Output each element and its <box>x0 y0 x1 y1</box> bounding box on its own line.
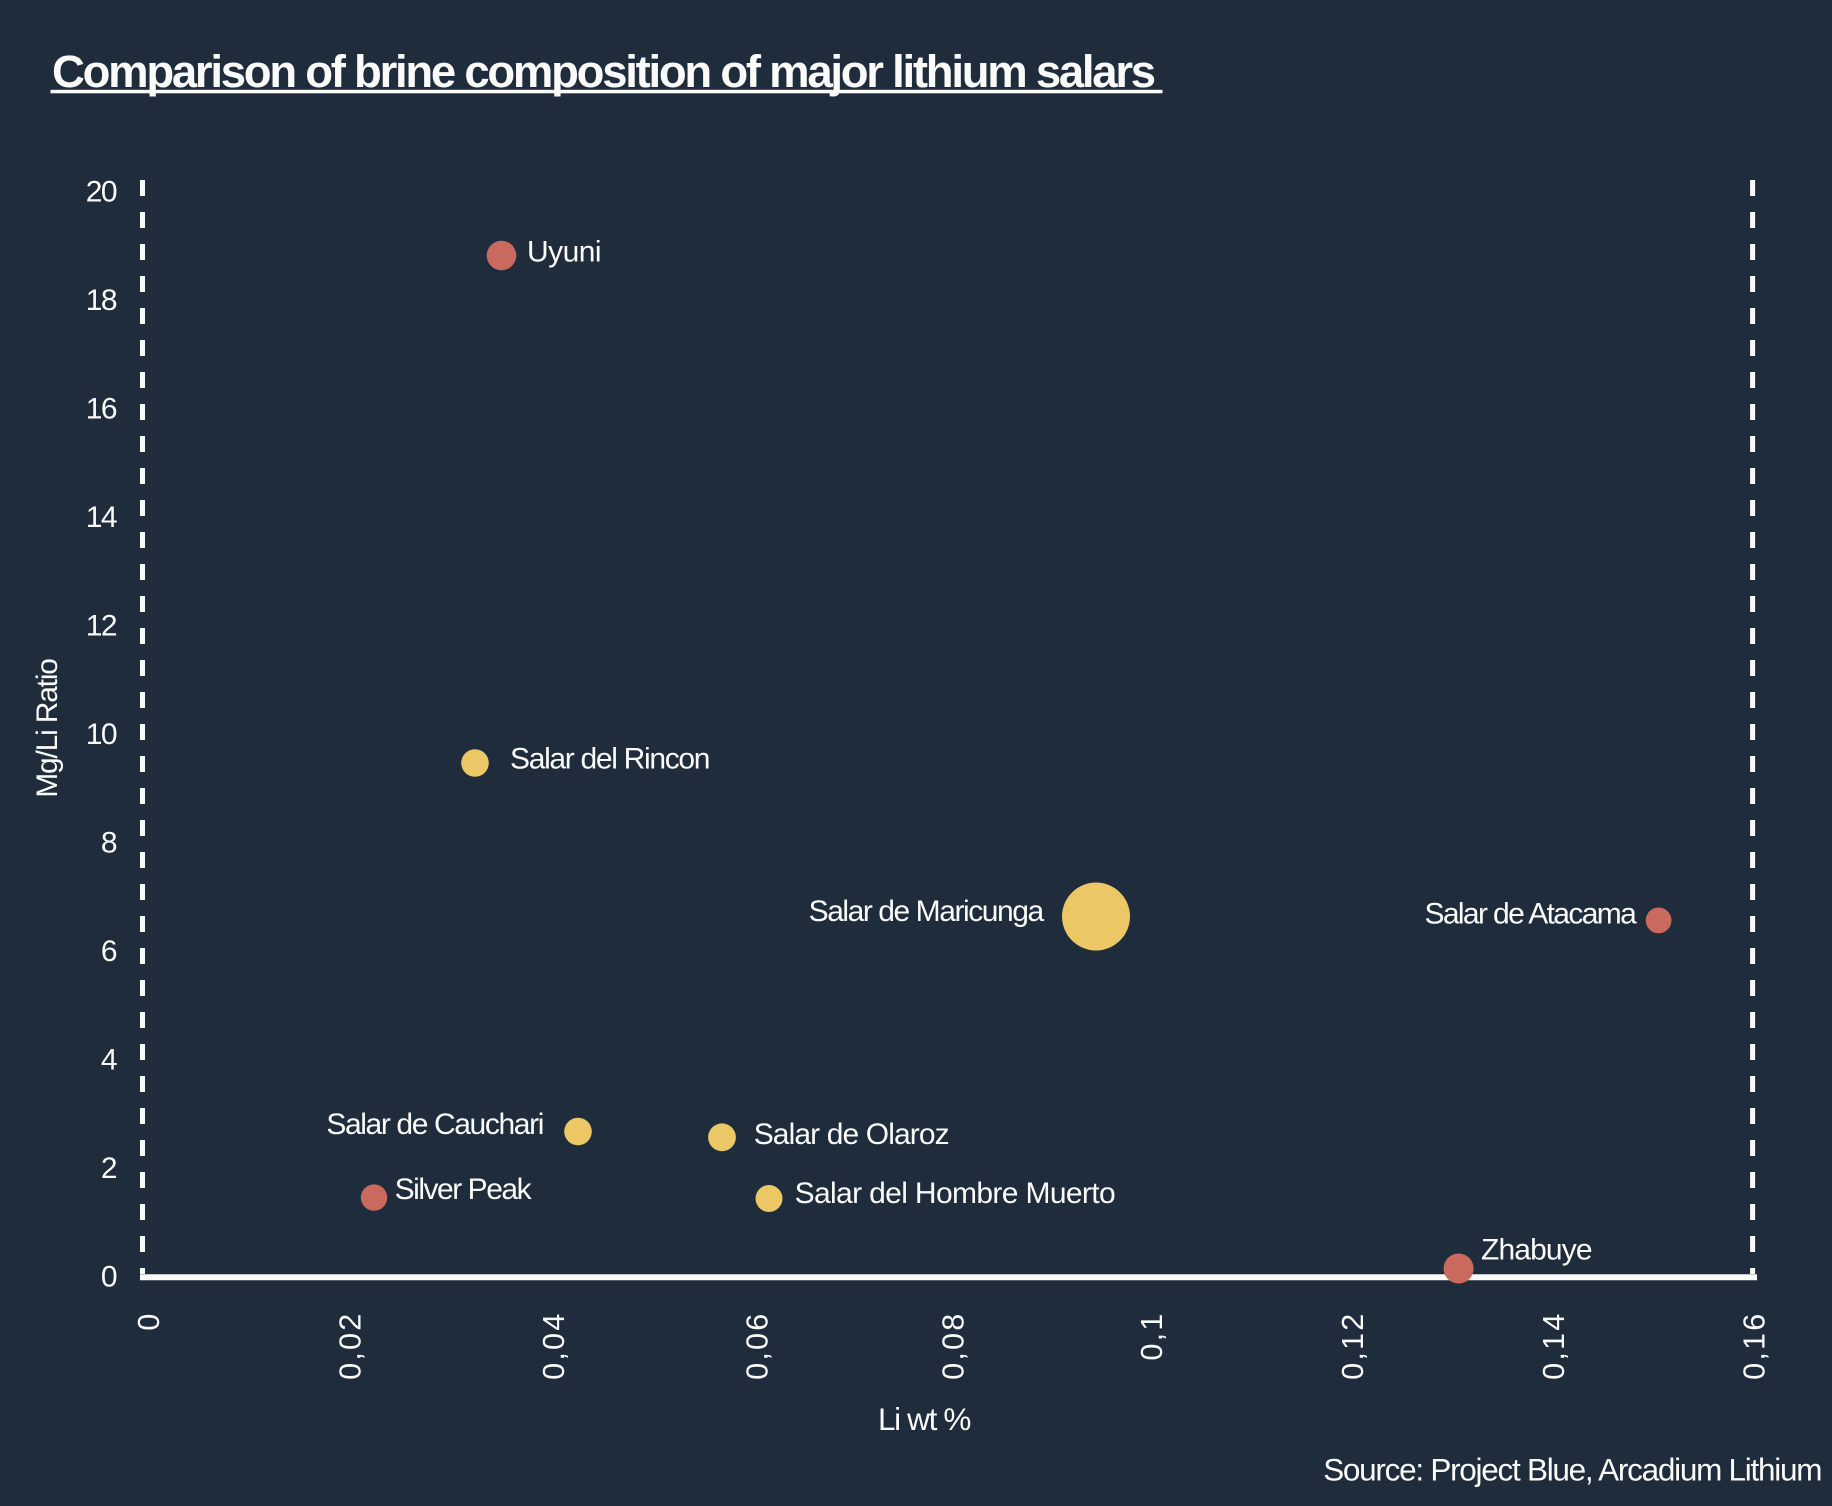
svg-text:0,16: 0,16 <box>1738 1312 1772 1380</box>
svg-text:12: 12 <box>86 610 117 643</box>
svg-text:Li wt %: Li wt % <box>878 1401 970 1437</box>
svg-text:0: 0 <box>101 1261 117 1294</box>
svg-text:0: 0 <box>132 1312 166 1331</box>
svg-text:0,08: 0,08 <box>937 1312 971 1380</box>
svg-text:Zhabuye: Zhabuye <box>1481 1233 1592 1266</box>
svg-text:18: 18 <box>86 284 117 317</box>
svg-text:0,04: 0,04 <box>537 1312 571 1380</box>
svg-text:0,12: 0,12 <box>1336 1312 1370 1380</box>
svg-text:Mg/Li Ratio: Mg/Li Ratio <box>31 659 64 798</box>
svg-text:8: 8 <box>101 827 117 860</box>
svg-text:Silver Peak: Silver Peak <box>395 1173 533 1206</box>
svg-text:0,06: 0,06 <box>741 1312 775 1380</box>
svg-text:16: 16 <box>86 393 117 426</box>
svg-text:4: 4 <box>101 1044 117 1077</box>
svg-text:20: 20 <box>86 176 117 209</box>
svg-text:14: 14 <box>86 501 117 534</box>
svg-text:Source: Project Blue, Arcadium: Source: Project Blue, Arcadium Lithium <box>1323 1452 1821 1488</box>
svg-text:Salar de Cauchari: Salar de Cauchari <box>326 1108 543 1141</box>
svg-text:0,14: 0,14 <box>1537 1312 1571 1380</box>
svg-text:Salar del Rincon: Salar del Rincon <box>510 742 709 775</box>
svg-text:Uyuni: Uyuni <box>527 235 601 268</box>
svg-text:10: 10 <box>86 718 117 751</box>
svg-text:Salar de Maricunga: Salar de Maricunga <box>809 895 1045 928</box>
svg-text:0,02: 0,02 <box>334 1312 368 1380</box>
svg-text:Comparison of brine compositio: Comparison of brine composition of major… <box>52 46 1155 97</box>
svg-text:0,1: 0,1 <box>1135 1312 1169 1361</box>
svg-text:Salar del Hombre Muerto: Salar del Hombre Muerto <box>795 1177 1115 1210</box>
svg-text:6: 6 <box>101 935 117 968</box>
svg-text:Salar de Olaroz: Salar de Olaroz <box>754 1118 949 1151</box>
svg-text:2: 2 <box>101 1152 117 1185</box>
svg-text:Salar de Atacama: Salar de Atacama <box>1424 898 1637 931</box>
